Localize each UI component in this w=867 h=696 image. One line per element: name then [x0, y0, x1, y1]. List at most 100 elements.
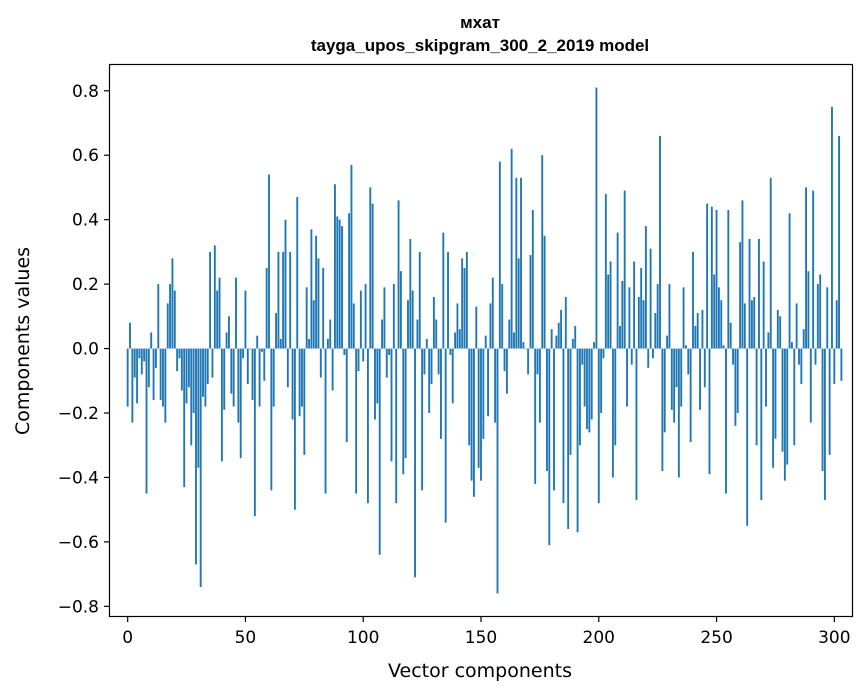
bar-49: [242, 348, 245, 359]
bar-180: [550, 329, 553, 349]
bar-111: [388, 348, 391, 355]
y-tick-label: −0.8: [58, 597, 99, 617]
bar-212: [626, 348, 628, 407]
bar-98: [357, 348, 360, 372]
bar-15: [162, 348, 164, 407]
bar-179: [548, 348, 551, 546]
bar-83: [322, 268, 325, 349]
bar-48: [239, 348, 242, 459]
bar-69: [289, 251, 292, 349]
bar-268: [758, 239, 760, 349]
bar-122: [414, 348, 416, 578]
bar-177: [543, 235, 546, 349]
x-tick-label: 50: [235, 628, 257, 648]
bar-234: [677, 348, 680, 478]
bar-104: [371, 203, 374, 349]
bar-231: [670, 348, 673, 410]
bar-133: [440, 348, 442, 439]
bar-34: [206, 348, 209, 384]
bar-131: [435, 319, 438, 349]
bar-259: [736, 348, 739, 413]
bar-57: [260, 348, 263, 352]
bar-163: [510, 148, 513, 349]
bar-77: [308, 338, 310, 349]
bar-263: [746, 348, 749, 526]
bar-113: [392, 284, 395, 349]
bar-51: [246, 348, 249, 384]
bar-56: [258, 348, 261, 407]
bar-21: [176, 348, 179, 372]
bar-64: [277, 251, 280, 349]
bar-102: [366, 348, 369, 504]
bar-298: [828, 348, 831, 455]
bar-261: [741, 200, 744, 349]
bar-194: [583, 348, 586, 407]
bar-123: [416, 319, 419, 349]
bar-286: [800, 348, 803, 384]
bar-267: [755, 348, 758, 446]
bar-74: [301, 348, 303, 407]
bar-7: [143, 348, 146, 362]
bar-297: [826, 287, 829, 349]
bar-226: [659, 135, 661, 349]
bar-137: [449, 348, 452, 355]
bar-205: [609, 261, 612, 349]
bar-291: [812, 190, 815, 349]
bar-288: [805, 187, 807, 349]
bar-295: [821, 348, 824, 471]
bar-265: [750, 300, 753, 349]
bar-23: [180, 348, 183, 391]
bar-190: [574, 326, 577, 349]
bar-3: [133, 348, 136, 378]
bar-5: [138, 348, 141, 359]
bar-175: [538, 348, 541, 423]
bar-172: [531, 210, 534, 349]
bar-196: [588, 348, 591, 433]
bar-20: [173, 290, 176, 349]
bar-35: [209, 251, 212, 349]
bar-171: [529, 255, 532, 349]
bar-0: [126, 348, 129, 407]
bar-253: [722, 345, 725, 349]
bar-88: [334, 184, 336, 349]
bar-8: [145, 348, 148, 494]
bar-287: [802, 329, 805, 349]
x-tick-label: 250: [700, 628, 732, 648]
bar-151: [482, 348, 485, 439]
bar-252: [720, 300, 723, 349]
bar-219: [642, 300, 645, 349]
bar-300: [833, 348, 836, 384]
bar-148: [475, 306, 478, 349]
bar-158: [498, 161, 501, 349]
bar-299: [831, 106, 833, 349]
bar-43: [228, 316, 230, 349]
bar-293: [816, 284, 819, 349]
bar-2: [131, 348, 134, 423]
bar-63: [275, 313, 277, 349]
bar-281: [788, 213, 791, 349]
bar-119: [407, 300, 409, 349]
bar-262: [743, 303, 746, 349]
bar-182: [555, 335, 558, 349]
bar-109: [383, 287, 386, 349]
bar-218: [640, 268, 643, 349]
bar-255: [727, 210, 730, 349]
bar-282: [790, 342, 793, 349]
bar-184: [560, 309, 563, 349]
bar-12: [154, 348, 157, 368]
bar-144: [465, 251, 468, 349]
bar-232: [673, 348, 676, 423]
bar-292: [814, 348, 817, 365]
bar-178: [546, 348, 548, 471]
bar-258: [734, 348, 737, 426]
bar-45: [232, 348, 235, 407]
y-tick-label: 0.0: [72, 340, 99, 360]
bar-55: [256, 335, 259, 349]
bar-152: [484, 335, 487, 349]
bar-115: [397, 200, 400, 349]
bar-67: [284, 219, 287, 349]
bar-142: [461, 258, 464, 349]
bar-192: [578, 348, 581, 446]
bar-75: [303, 348, 306, 455]
bar-198: [593, 342, 595, 349]
